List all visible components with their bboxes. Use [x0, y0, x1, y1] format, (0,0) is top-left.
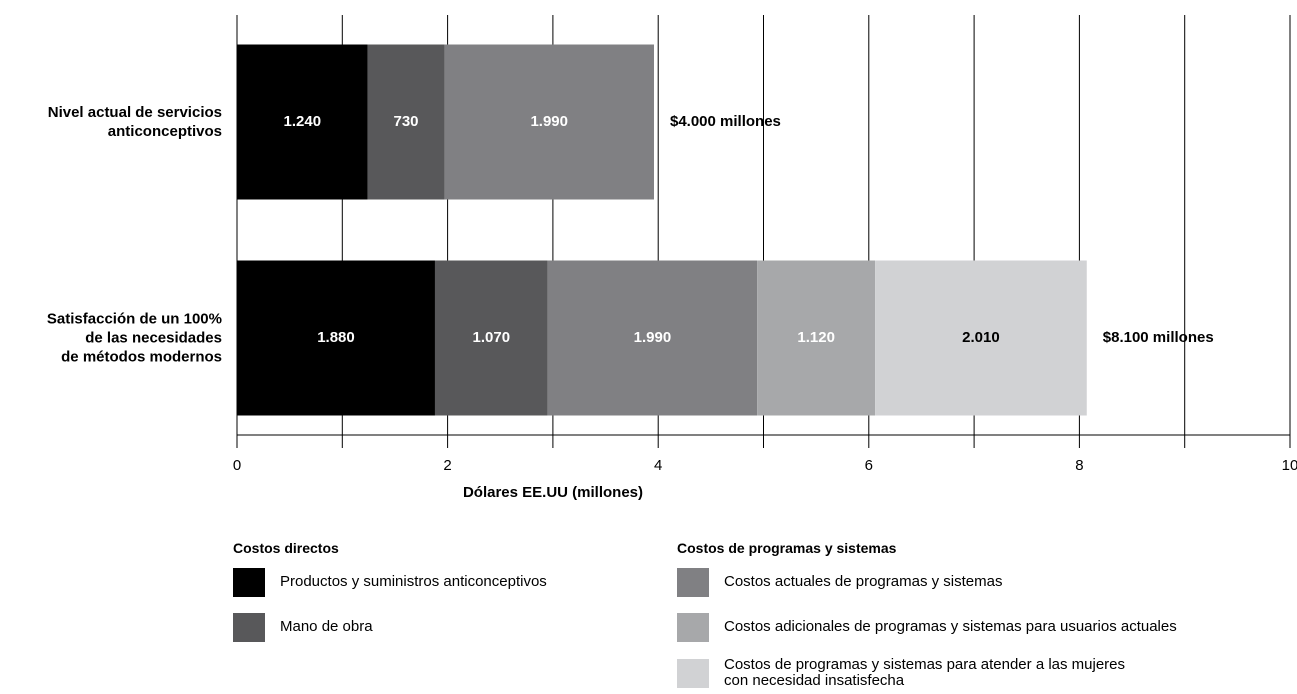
- value-label: 730: [393, 113, 418, 130]
- bar-segment: [367, 44, 445, 200]
- bar-segment: [237, 260, 435, 416]
- legend-swatch: [677, 568, 709, 597]
- x-tick-label: 8: [1075, 457, 1083, 474]
- value-label: 1.240: [284, 113, 322, 130]
- legend-swatch: [233, 613, 265, 642]
- value-label: 1.990: [530, 113, 568, 130]
- legend-label: Costos actuales de programas y sistemas: [724, 573, 1003, 590]
- legend-title: Costos de programas y sistemas: [677, 540, 897, 556]
- category-label: Nivel actual de servicios anticonceptivo…: [47, 104, 222, 140]
- legend-swatch: [677, 659, 709, 688]
- legend-label: Mano de obra: [280, 618, 373, 635]
- bar-segment: [757, 260, 876, 416]
- x-tick-label: 2: [443, 457, 451, 474]
- bar-segment: [434, 260, 548, 416]
- x-tick-label: 6: [865, 457, 873, 474]
- legend-label: Productos y suministros anticonceptivos: [280, 573, 547, 590]
- legend-swatch: [677, 613, 709, 642]
- value-label: 1.070: [473, 329, 511, 346]
- value-label: 2.010: [962, 329, 1000, 346]
- bar-segment: [547, 260, 758, 416]
- legend-label: Costos de programas y sistemas para aten…: [724, 656, 1126, 689]
- x-tick-label: 0: [233, 457, 241, 474]
- total-label: $8.100 millones: [1103, 329, 1214, 346]
- x-tick-label: 10: [1282, 457, 1297, 474]
- x-axis-title: Dólares EE.UU (millones): [463, 484, 643, 501]
- value-label: 1.880: [317, 329, 355, 346]
- legend-title: Costos directos: [233, 540, 339, 556]
- bar-segment: [444, 44, 654, 200]
- bar-segment: [875, 260, 1087, 416]
- total-label: $4.000 millones: [670, 113, 781, 130]
- legend-swatch: [233, 568, 265, 597]
- bar-segment: [237, 44, 368, 200]
- category-label: Satisfacción de un 100% de las necesidad…: [46, 310, 222, 366]
- value-label: 1.990: [634, 329, 672, 346]
- x-tick-label: 4: [654, 457, 662, 474]
- legend-label: Costos adicionales de programas y sistem…: [724, 618, 1177, 635]
- value-label: 1.120: [797, 329, 835, 346]
